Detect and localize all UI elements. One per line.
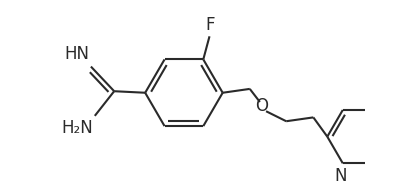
Text: F: F [205, 16, 215, 34]
Text: H₂N: H₂N [62, 119, 93, 137]
Text: HN: HN [64, 46, 90, 64]
Text: O: O [255, 97, 268, 115]
Text: N: N [334, 167, 347, 185]
